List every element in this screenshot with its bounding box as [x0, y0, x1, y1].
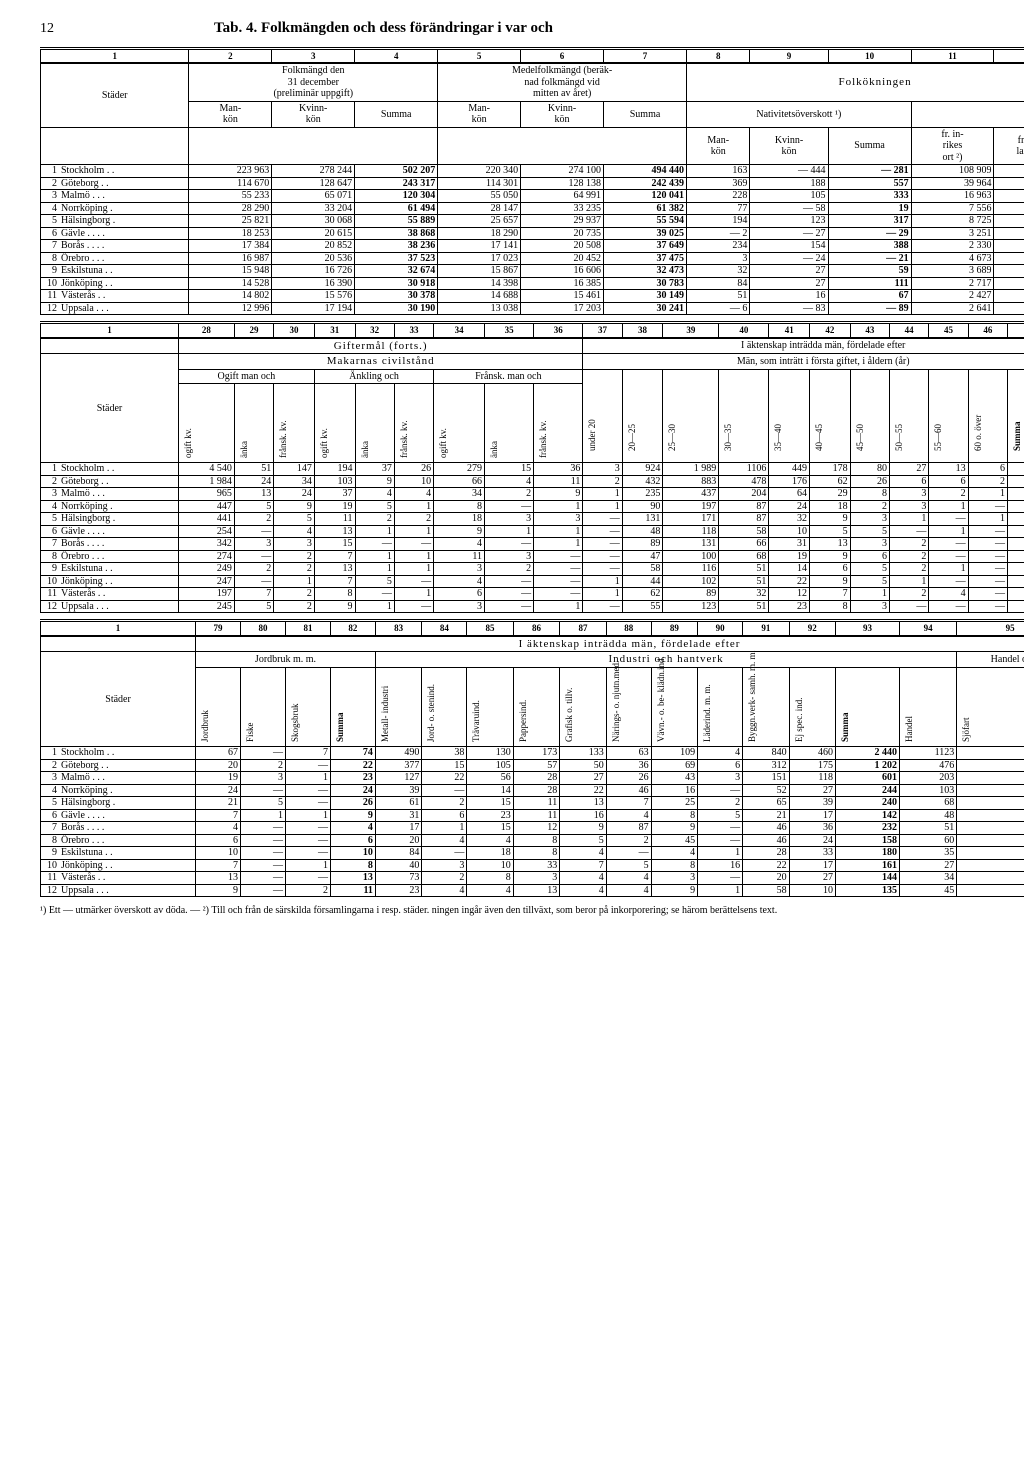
- table-population: 1 2 3 4 5 6 7 8 9 10 11 12 Städer Folkmä…: [40, 47, 1024, 315]
- table-row: 9Eskilstuna . .24922131132——581165114652…: [41, 563, 1024, 576]
- footnote: ¹) Ett — utmärker överskott av döda. — ²…: [40, 905, 1024, 916]
- table-row: 6Gävle . . . .18 25320 61538 86818 29020…: [41, 227, 1024, 240]
- table-row: 2Göteborg . .114 670128 647243 317114 30…: [41, 177, 1024, 190]
- table-row: 11Västerås . .13——1373283443—202714434—: [41, 872, 1024, 885]
- t3-title: I äktenskap inträdda män, fördelade efte…: [196, 636, 1024, 652]
- table-row: 9Eskilstuna . .10——1084—1884—41283318035…: [41, 847, 1024, 860]
- table-row: 3Malmö . . .9651324374434291235437204642…: [41, 488, 1024, 501]
- table-row: 3Malmö . . .55 23365 071120 30455 05064 …: [41, 190, 1024, 203]
- group-c: Folkökningen: [687, 63, 1024, 101]
- table-row: 8Örebro . . .6——6204485245—462415860—: [41, 834, 1024, 847]
- colnum: 1: [41, 49, 189, 64]
- page-number: 12: [40, 21, 54, 37]
- table-row: 1Stockholm . .67—77449038130173133631094…: [41, 747, 1024, 760]
- table-row: 9Eskilstuna . .15 94816 72632 67415 8671…: [41, 265, 1024, 278]
- table-row: 10Jönköping . .7—18403103375816221716127…: [41, 859, 1024, 872]
- table-row: 4Norrköping .24——2439—1428224616—5227244…: [41, 784, 1024, 797]
- table-marriages: 1282930313233343536373839404142434445464…: [40, 321, 1024, 613]
- table-row: 1Stockholm . .223 963278 244502 207220 3…: [41, 165, 1024, 178]
- table-row: 11Västerås . .14 80215 57630 37814 68815…: [41, 290, 1024, 303]
- table-row: 10Jönköping . .247—175—4——1441025122951—…: [41, 575, 1024, 588]
- table-row: 6Gävle . . . .71193162311164852117142484: [41, 809, 1024, 822]
- table-row: 2Göteborg . .202—22377151055750366963121…: [41, 759, 1024, 772]
- group-a: Folkmängd den 31 december (preliminär up…: [189, 63, 438, 101]
- table-row: 8Örebro . . .16 98720 53637 52317 02320 …: [41, 252, 1024, 265]
- table-row: 5Hälsingborg .25 82130 06855 88925 65729…: [41, 215, 1024, 228]
- table-row: 12Uppsala . . .2455291—3—1—55123512383——…: [41, 600, 1024, 613]
- table-row: 7Borås . . . .3423315——4—1—8913166311332…: [41, 538, 1024, 551]
- page-title: Tab. 4. Folkmängden och dess förändringa…: [214, 20, 553, 37]
- table-row: 2Göteborg . .1 9842434103910664112432883…: [41, 475, 1024, 488]
- row-label: Städer: [41, 63, 189, 127]
- table-row: 3Malmö . . .1931231272256282726433151118…: [41, 772, 1024, 785]
- t2-title-left: Giftermål (forts.): [178, 338, 582, 354]
- table-row: 12Uppsala . . .9—21123441344915810135452: [41, 884, 1024, 897]
- table-row: 8Örebro . . .274—2711113——471006819962——…: [41, 550, 1024, 563]
- table-row: 11Västerås . .197728—16——1628932127124—2…: [41, 588, 1024, 601]
- table-occupation: 17980818283848586878889909192939495 I äk…: [40, 619, 1024, 897]
- table-row: 12Uppsala . . .12 99617 19430 19013 0381…: [41, 302, 1024, 315]
- group-b: Medelfolkmängd (beräk- nad folkmängd vid…: [438, 63, 687, 101]
- table-row: 5Hälsingborg .4412511221833—131171873293…: [41, 513, 1024, 526]
- table-row: 10Jönköping . .14 52816 39030 91814 3981…: [41, 277, 1024, 290]
- table-row: 7Borås . . . .17 38420 85238 23617 14120…: [41, 240, 1024, 253]
- t2-title-right: I äktenskap inträdda män, fördelade efte…: [583, 338, 1024, 354]
- table-row: 5Hälsingborg .215—2661215111372526539240…: [41, 797, 1024, 810]
- table-row: 1Stockholm . .4 540511471943726279153639…: [41, 463, 1024, 476]
- table-row: 6Gävle . . . .254—41311911—48118581055—1…: [41, 525, 1024, 538]
- table-row: 4Norrköping .4475919518—1190197872418231…: [41, 500, 1024, 513]
- table-row: 7Borås . . . .4——417115129879—4636232511: [41, 822, 1024, 835]
- table-row: 4Norrköping .28 29033 20461 49428 14733 …: [41, 202, 1024, 215]
